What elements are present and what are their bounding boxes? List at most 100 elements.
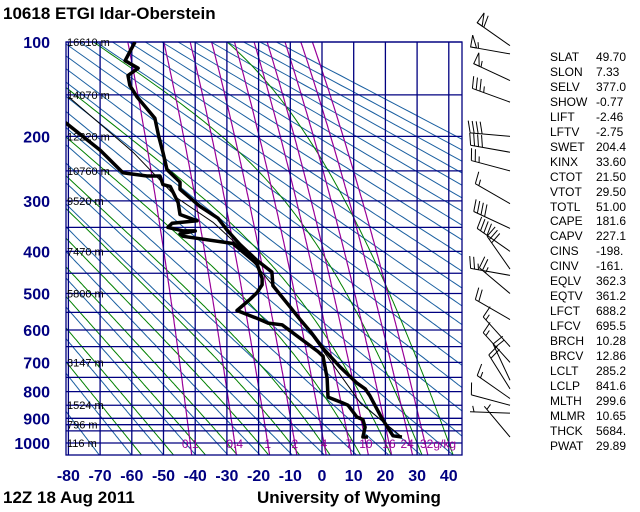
height-label: 5800 m bbox=[67, 289, 104, 301]
index-name: KINX bbox=[550, 154, 579, 169]
barb-half bbox=[483, 86, 485, 93]
temperature-tick-label: 40 bbox=[440, 468, 458, 485]
barb-full bbox=[483, 221, 489, 234]
barb-full bbox=[476, 216, 483, 229]
barb-staff bbox=[476, 22, 511, 47]
index-name: VTOT bbox=[550, 184, 582, 199]
barb-half bbox=[472, 405, 475, 413]
height-label: 116 m bbox=[67, 438, 97, 450]
barb-half bbox=[485, 330, 490, 336]
barb-full bbox=[477, 134, 479, 147]
temperature-tick-label: 30 bbox=[408, 468, 426, 485]
barb-staff bbox=[479, 267, 511, 294]
barb-staff bbox=[470, 144, 511, 153]
barb-full bbox=[491, 233, 501, 244]
index-value: 688.2 bbox=[596, 304, 627, 319]
index-name: MLMR bbox=[550, 408, 586, 423]
barb-staff bbox=[470, 132, 511, 137]
mixing-ratio-line bbox=[163, 42, 237, 455]
barb-staff bbox=[483, 406, 511, 438]
pressure-tick-label: 800 bbox=[23, 385, 50, 402]
wind-barb bbox=[469, 132, 511, 153]
temperature-tick-label: -80 bbox=[57, 468, 80, 485]
pressure-tick-label: 600 bbox=[23, 323, 50, 340]
pressure-tick-label: 100 bbox=[23, 35, 50, 52]
index-value: -2.75 bbox=[596, 124, 624, 139]
temperature-tick-label: -10 bbox=[279, 468, 302, 485]
temperature-trace bbox=[123, 42, 403, 439]
index-name: CTOT bbox=[550, 169, 583, 184]
barb-full bbox=[480, 202, 484, 215]
barb-full bbox=[492, 335, 504, 345]
wind-barb bbox=[474, 287, 511, 320]
dry-adiabat bbox=[194, 42, 462, 199]
barb-full bbox=[482, 322, 491, 333]
index-value: 285.2 bbox=[596, 364, 627, 379]
barb-staff bbox=[488, 354, 511, 390]
pressure-tick-label: 200 bbox=[23, 129, 50, 146]
barb-staff bbox=[482, 332, 511, 363]
wind-barb bbox=[474, 171, 511, 205]
dry-adiabat bbox=[66, 43, 462, 326]
index-value: -2.46 bbox=[596, 109, 624, 124]
observation-time: 12Z 18 Aug 2011 bbox=[3, 488, 135, 507]
index-name: SLON bbox=[550, 64, 583, 79]
barb-full bbox=[478, 256, 486, 269]
mixing-ratio-line bbox=[284, 42, 393, 455]
moist-adiabat bbox=[66, 266, 238, 455]
barb-staff bbox=[473, 211, 511, 229]
mixing-ratio-label: 16 bbox=[382, 437, 396, 451]
barb-full bbox=[471, 76, 475, 89]
dry-adiabat bbox=[66, 250, 261, 455]
barb-full bbox=[484, 204, 488, 217]
barb-full bbox=[486, 223, 492, 236]
dry-adiabat bbox=[66, 126, 453, 455]
index-name: LCLT bbox=[550, 364, 579, 379]
dewpoint-trace bbox=[66, 121, 368, 439]
index-value: -0.77 bbox=[596, 94, 624, 109]
wind-barb bbox=[486, 226, 511, 270]
barb-half bbox=[480, 371, 484, 379]
barb-half bbox=[480, 60, 483, 68]
wind-barb bbox=[483, 404, 511, 438]
barb-full bbox=[473, 199, 477, 212]
dry-adiabat bbox=[66, 226, 293, 455]
index-value: 7.33 bbox=[596, 64, 620, 79]
wind-barb bbox=[470, 148, 511, 172]
barb-full bbox=[478, 289, 483, 302]
wind-barb bbox=[476, 12, 511, 47]
dry-adiabat bbox=[66, 337, 164, 455]
index-value: 841.6 bbox=[596, 378, 627, 393]
moist-adiabat bbox=[66, 360, 142, 455]
dry-adiabat bbox=[95, 42, 462, 289]
height-label: 9520 m bbox=[67, 196, 104, 208]
temperature-tick-label: -20 bbox=[247, 468, 270, 485]
index-name: SWET bbox=[550, 139, 585, 154]
mixing-ratio-line bbox=[300, 42, 414, 455]
barb-full bbox=[483, 15, 489, 28]
temperature-tick-label: -50 bbox=[152, 468, 175, 485]
index-name: CINV bbox=[550, 259, 579, 274]
barb-full bbox=[479, 78, 482, 92]
pressure-tick-label: 1000 bbox=[14, 436, 50, 453]
barb-staff bbox=[482, 316, 511, 347]
index-name: CAPE bbox=[550, 214, 583, 229]
mixing-ratio-label: 7 bbox=[346, 437, 353, 451]
index-name: LFCT bbox=[550, 304, 580, 319]
dry-adiabat bbox=[210, 42, 462, 186]
index-value: 5684. bbox=[596, 423, 627, 438]
mixing-ratio-label: 24 bbox=[400, 437, 414, 451]
dry-adiabat bbox=[66, 81, 462, 389]
barb-pennant bbox=[470, 34, 478, 49]
barb-full bbox=[486, 226, 496, 237]
index-value: 181.6 bbox=[596, 214, 627, 229]
moist-adiabat bbox=[66, 175, 331, 455]
index-value: 377.0 bbox=[596, 79, 627, 94]
barb-half bbox=[485, 267, 489, 274]
mixing-ratio-label: 0.1 bbox=[182, 437, 199, 451]
dry-adiabat bbox=[66, 68, 462, 366]
index-name: SELV bbox=[550, 79, 580, 94]
barb-pennant bbox=[473, 52, 480, 67]
moist-adiabat bbox=[66, 207, 300, 455]
barb-full bbox=[471, 120, 475, 134]
